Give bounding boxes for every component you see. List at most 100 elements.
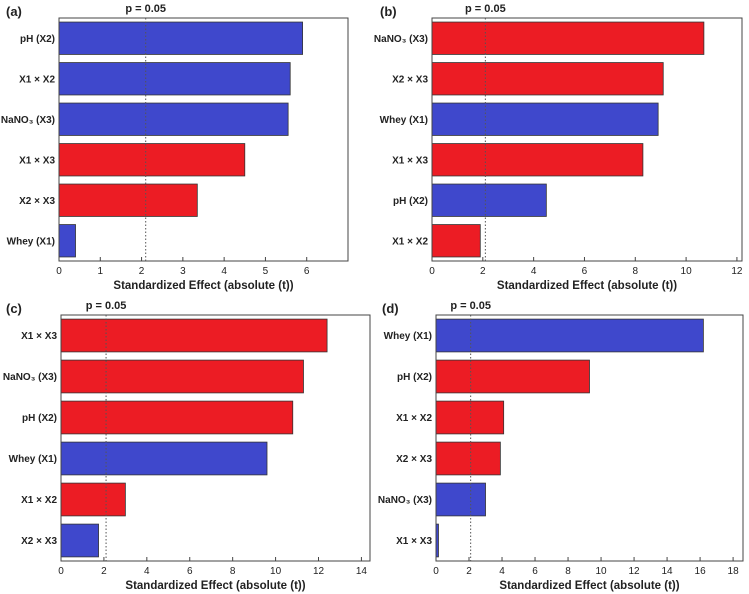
category-label: X1 × X2 [396,413,432,424]
plot-frame [431,17,743,262]
bar-5 [58,183,198,217]
chart-panel-3: (c) X1 × X3 NaNO₃ (X3) pH (X2) Whey (X1) X1 ×… [3,300,371,592]
x-tick-label: 0 [429,266,435,277]
bar-2 [58,62,291,96]
category-label: Whey (X1) [384,331,432,342]
bar-4 [435,441,501,476]
bar-6 [58,224,76,258]
bar-3 [435,400,505,435]
category-label: NaNO₃ (X3) [374,34,428,45]
category-label: X1 × X3 [396,536,432,547]
x-tick-label: 8 [565,566,571,577]
category-label: X1 × X2 [19,74,55,85]
category-label: NaNO₃ (X3) [1,115,55,126]
bar-3 [60,400,294,435]
category-label: NaNO₃ (X3) [378,495,432,506]
significance-label: p = 0.05 [450,300,491,312]
x-tick-label: 1 [98,266,104,277]
plot-frame [435,314,744,562]
x-tick-label: 8 [230,566,236,577]
bar-1 [60,318,328,353]
category-label: X1 × X2 [21,495,57,506]
x-tick-label: 4 [221,266,227,277]
x-tick-label: 14 [356,566,368,577]
category-label: pH (X2) [397,372,432,383]
x-tick-label: 12 [731,266,743,277]
x-tick-label: 6 [532,566,538,577]
significance-label: p = 0.05 [465,3,506,15]
category-label: X2 × X3 [21,536,57,547]
bar-5 [60,482,126,517]
x-tick-label: 2 [139,266,145,277]
x-tick-label: 10 [595,566,607,577]
bar-1 [431,21,705,55]
significance-label: p = 0.05 [125,3,166,15]
x-tick-label: 6 [187,566,193,577]
x-tick-label: 2 [101,566,107,577]
x-tick-label: 10 [270,566,282,577]
bar-2 [431,62,664,96]
category-label: X2 × X3 [392,74,428,85]
bar-6 [431,224,481,258]
x-axis-title: Standardized Effect (absolute (t)) [497,280,677,292]
x-tick-label: 0 [56,266,62,277]
bar-6 [60,523,99,558]
bar-2 [60,359,304,394]
chart-panel-1: (a) pH (X2) X1 × X2 NaNO₃ (X3) X1 × X3 X2 × X… [1,3,349,292]
x-tick-label: 6 [582,266,588,277]
x-axis-title: Standardized Effect (absolute (t)) [125,580,305,592]
x-tick-label: 0 [433,566,439,577]
x-tick-label: 4 [144,566,150,577]
x-tick-label: 4 [531,266,537,277]
bar-4 [58,143,246,177]
x-tick-label: 2 [480,266,486,277]
plot-frame [60,314,371,562]
x-tick-label: 0 [58,566,64,577]
category-label: Whey (X1) [7,236,55,247]
x-tick-label: 18 [728,566,740,577]
bar-2 [435,359,590,394]
category-label: pH (X2) [20,34,55,45]
bar-4 [431,143,644,177]
x-axis-title: Standardized Effect (absolute (t)) [113,280,293,292]
category-label: X1 × X2 [392,236,428,247]
bar-4 [60,441,268,476]
bar-5 [431,183,547,217]
x-tick-label: 4 [499,566,505,577]
x-tick-label: 14 [662,566,674,577]
panel-label: (c) [6,301,22,316]
x-tick-label: 6 [304,266,310,277]
category-label: Whey (X1) [380,115,428,126]
panel-label: (d) [382,301,399,316]
panel-label: (a) [6,4,22,19]
category-label: Whey (X1) [9,454,57,465]
x-tick-label: 12 [629,566,641,577]
bar-3 [58,102,289,136]
x-tick-label: 8 [632,266,638,277]
category-label: X1 × X3 [19,155,55,166]
plot-frame [58,17,349,262]
category-label: X2 × X3 [19,196,55,207]
x-tick-label: 2 [466,566,472,577]
category-label: X1 × X3 [392,155,428,166]
category-label: X2 × X3 [396,454,432,465]
category-label: X1 × X3 [21,331,57,342]
x-tick-label: 16 [695,566,707,577]
x-tick-label: 10 [681,266,693,277]
bar-1 [435,318,704,353]
category-label: pH (X2) [393,196,428,207]
significance-label: p = 0.05 [86,300,127,312]
chart-panel-4: (d) Whey (X1) pH (X2) X1 × X2 X2 × X3 NaNO₃ (… [378,300,744,592]
x-tick-label: 12 [313,566,325,577]
bar-3 [431,102,659,136]
chart-panel-2: (b) NaNO₃ (X3) X2 × X3 Whey (X1) X1 × X3 pH (… [374,3,743,292]
x-axis-title: Standardized Effect (absolute (t)) [499,580,679,592]
bar-5 [435,482,486,517]
category-label: pH (X2) [22,413,57,424]
x-tick-label: 3 [180,266,186,277]
x-tick-label: 5 [263,266,269,277]
category-label: NaNO₃ (X3) [3,372,57,383]
panel-label: (b) [380,4,397,19]
bar-1 [58,21,303,55]
